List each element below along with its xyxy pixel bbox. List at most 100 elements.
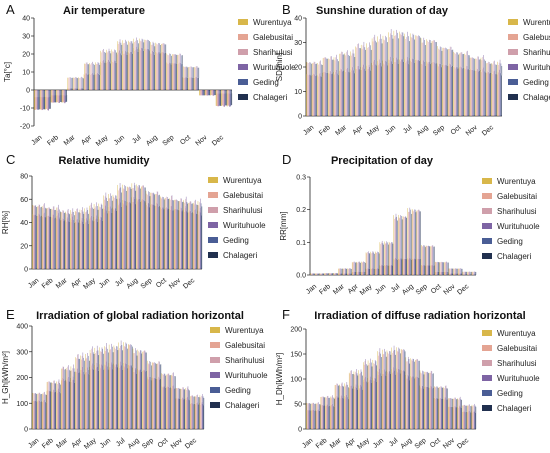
x-tick-label: Nov [170, 437, 184, 451]
x-tick-label: Jun [374, 283, 387, 296]
bar [105, 60, 107, 90]
bar [435, 398, 436, 429]
bar [445, 271, 447, 275]
bar [434, 398, 436, 429]
bar [136, 373, 138, 429]
bar [338, 70, 340, 116]
bar [497, 74, 499, 116]
x-tick-label: Jan [301, 437, 314, 450]
x-tick-label: Jun [98, 277, 111, 290]
bar [90, 74, 91, 90]
bar [454, 406, 455, 429]
bar [374, 268, 376, 275]
x-tick-label: Jun [372, 437, 385, 450]
bar [117, 200, 118, 269]
bar [87, 220, 88, 269]
bar [373, 61, 375, 116]
bar [175, 63, 177, 90]
bar [444, 271, 446, 275]
bar [456, 407, 458, 429]
bar [183, 399, 185, 429]
bar [432, 388, 433, 429]
bar [395, 61, 396, 116]
bar [198, 214, 199, 269]
bar [432, 265, 434, 275]
bar [91, 215, 92, 269]
bar [196, 213, 197, 269]
bar [33, 214, 34, 269]
x-tick-label: Mar [329, 437, 343, 451]
bar [397, 258, 399, 275]
bar [372, 268, 374, 275]
bar [71, 88, 73, 90]
bar [420, 60, 422, 116]
bar [177, 209, 179, 269]
bar [476, 68, 478, 116]
bar [137, 369, 139, 429]
bar [447, 271, 448, 275]
bar [159, 379, 161, 429]
bar [113, 363, 115, 429]
bar [83, 223, 85, 269]
bar [390, 265, 391, 275]
bar [70, 218, 71, 269]
bar [341, 273, 343, 275]
bar [340, 398, 341, 429]
bar [101, 364, 103, 429]
bar [314, 74, 316, 116]
bar [137, 51, 139, 90]
bar [33, 400, 34, 429]
bar [458, 406, 460, 429]
bar [462, 68, 463, 116]
bar [340, 273, 341, 275]
bar [173, 63, 175, 90]
bar [93, 75, 95, 90]
bar [440, 397, 441, 429]
bar [108, 59, 110, 90]
bar [388, 373, 389, 429]
bar [151, 53, 153, 90]
bar [442, 398, 444, 429]
bar [142, 48, 144, 90]
bar [414, 258, 416, 275]
bar [408, 64, 410, 116]
x-tick-label: Dec [481, 124, 495, 138]
bar [425, 265, 427, 275]
bar [371, 382, 373, 429]
bar [160, 52, 162, 90]
bar [430, 265, 431, 275]
bar [164, 53, 166, 90]
bar [106, 361, 107, 429]
bar [104, 209, 106, 269]
bar [110, 206, 111, 269]
legend-label: Wurituhuole [223, 221, 266, 230]
bar [68, 381, 70, 429]
x-tick-label: Jul [114, 277, 126, 288]
bar [126, 54, 128, 90]
bar [307, 74, 308, 116]
bar [111, 212, 113, 269]
bar [367, 69, 368, 116]
bar [118, 203, 120, 269]
y-tick-label: -20 [20, 124, 30, 131]
bar [153, 204, 155, 269]
bar [178, 398, 179, 429]
x-tick-label: Feb [41, 277, 55, 290]
bar [348, 387, 350, 429]
bar [69, 381, 71, 429]
bar [183, 77, 185, 90]
legend-swatch [482, 223, 492, 229]
y-tick-label: 20 [22, 52, 30, 59]
bar [125, 205, 127, 269]
bar [425, 386, 426, 429]
bar [81, 220, 82, 269]
bar [485, 73, 487, 116]
bar [200, 212, 202, 269]
bar [464, 411, 466, 429]
bar [90, 217, 92, 269]
bar [441, 271, 443, 275]
bar [184, 208, 186, 269]
bar [384, 369, 385, 429]
bar [41, 215, 43, 269]
bar [351, 385, 352, 429]
